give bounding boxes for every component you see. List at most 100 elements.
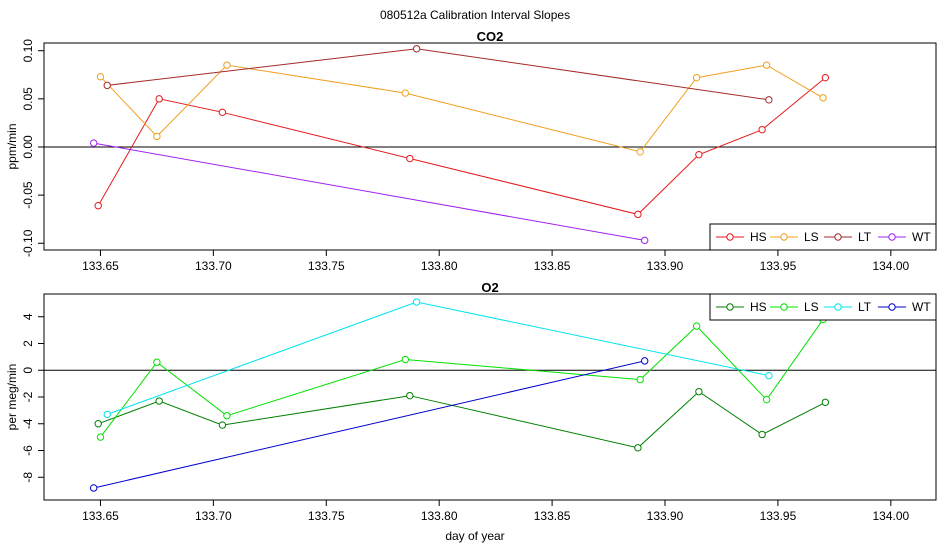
co2-y-tick-label: -0.10 xyxy=(21,229,35,257)
o2-point-lt xyxy=(765,371,773,380)
o2-point-hs xyxy=(155,397,163,405)
o2-y-axis-label: per meg/min xyxy=(5,364,19,431)
o2-panel: O2 per meg/min day of year 133.65 133.70 1… xyxy=(5,280,937,543)
co2-point-hs xyxy=(218,108,227,117)
o2-point-ls xyxy=(692,322,701,330)
co2-point-hs xyxy=(155,95,163,103)
co2-x-tick-label: 133.65 xyxy=(82,259,119,273)
co2-legend-marker-ls xyxy=(780,233,788,241)
co2-point-lt xyxy=(103,81,111,90)
co2-y-axis-label: ppm/min xyxy=(5,123,19,169)
co2-legend: HS LS LT WT xyxy=(709,223,937,251)
o2-legend-marker-lt xyxy=(834,303,842,311)
o2-x-tick-label: 133.75 xyxy=(308,509,345,523)
co2-panel: CO2 ppm/min 133.65 133.70 133.75 133.80 133.… xyxy=(5,29,937,273)
o2-series-line-hs xyxy=(98,390,826,449)
co2-point-ls xyxy=(153,132,161,141)
co2-legend-marker-hs xyxy=(726,233,734,241)
o2-x-axis: 133.65 133.70 133.75 133.80 133.85 133.90 133.… xyxy=(82,500,910,523)
o2-x-tick-label: 133.85 xyxy=(534,509,571,523)
co2-y-axis: -0.10 -0.05 0.00 0.05 0.10 xyxy=(21,39,44,257)
o2-point-wt xyxy=(640,357,649,365)
co2-x-tick-label: 133.80 xyxy=(421,259,458,273)
co2-series-line-ls xyxy=(100,64,824,153)
o2-y-tick-label: 4 xyxy=(21,313,35,320)
o2-x-tick-label: 133.70 xyxy=(195,509,232,523)
x-axis-title: day of year xyxy=(445,529,504,543)
co2-point-hs xyxy=(695,150,703,159)
co2-y-tick-label: -0.05 xyxy=(21,181,35,209)
o2-series-line-lt xyxy=(107,301,770,415)
o2-legend-label-wt: WT xyxy=(912,300,931,314)
o2-point-ls xyxy=(223,412,231,420)
co2-series-line-wt xyxy=(93,142,645,241)
o2-x-tick-label: 133.95 xyxy=(760,509,797,523)
co2-x-axis: 133.65 133.70 133.75 133.80 133.85 133.90 133.… xyxy=(82,250,910,273)
o2-point-lt xyxy=(103,410,111,419)
co2-x-tick-label: 133.70 xyxy=(195,259,232,273)
o2-point-hs xyxy=(218,421,227,429)
co2-point-ls xyxy=(401,89,410,97)
o2-point-hs xyxy=(758,430,766,439)
co2-x-tick-label: 133.85 xyxy=(534,259,571,273)
co2-panel-title: CO2 xyxy=(477,29,504,44)
o2-x-tick-label: 133.90 xyxy=(647,509,684,523)
o2-point-lt xyxy=(412,298,421,306)
o2-point-ls xyxy=(96,433,105,441)
o2-series-group xyxy=(89,298,830,492)
o2-point-hs xyxy=(406,391,414,400)
co2-legend-label-lt: LT xyxy=(858,230,872,244)
co2-series-group xyxy=(89,45,830,245)
co2-x-tick-label: 133.75 xyxy=(308,259,345,273)
o2-point-ls xyxy=(762,395,771,404)
o2-point-hs xyxy=(821,398,830,407)
o2-point-hs xyxy=(634,444,642,452)
o2-legend-label-hs: HS xyxy=(750,300,767,314)
o2-legend-marker-wt xyxy=(888,303,896,311)
co2-point-ls xyxy=(223,61,231,69)
co2-y-tick-label: 0.05 xyxy=(21,87,35,111)
o2-legend-label-ls: LS xyxy=(804,300,819,314)
co2-point-ls xyxy=(762,61,771,69)
co2-point-ls xyxy=(819,94,827,102)
o2-y-tick-label: 0 xyxy=(21,367,35,374)
o2-point-wt xyxy=(89,484,98,492)
co2-x-tick-label: 134.00 xyxy=(872,259,909,273)
o2-x-tick-label: 133.65 xyxy=(82,509,119,523)
co2-point-hs xyxy=(94,202,102,210)
o2-y-tick-label: -4 xyxy=(21,418,35,429)
o2-legend: HS LS LT WT xyxy=(709,293,937,321)
co2-series-line-lt xyxy=(107,48,769,101)
o2-y-axis: -8 -6 -4 -2 0 2 4 xyxy=(21,313,44,483)
co2-point-ls xyxy=(692,73,701,82)
co2-point-lt xyxy=(412,45,421,53)
co2-series-line-hs xyxy=(97,77,826,215)
o2-y-tick-label: 2 xyxy=(21,340,35,347)
co2-legend-label-hs: HS xyxy=(750,230,767,244)
co2-x-tick-label: 133.90 xyxy=(647,259,684,273)
o2-legend-marker-hs xyxy=(726,303,734,311)
o2-series-line-ls xyxy=(100,319,824,438)
o2-legend-label-lt: LT xyxy=(858,300,872,314)
co2-x-tick-label: 133.95 xyxy=(760,259,797,273)
o2-y-tick-label: -2 xyxy=(21,391,35,402)
o2-y-tick-label: -6 xyxy=(21,445,35,456)
figure-title: 080512a Calibration Interval Slopes xyxy=(380,8,570,22)
co2-legend-label-wt: WT xyxy=(912,230,931,244)
o2-point-ls xyxy=(636,375,644,384)
co2-point-hs xyxy=(406,154,414,163)
co2-point-hs xyxy=(634,210,642,219)
o2-x-tick-label: 134.00 xyxy=(872,509,909,523)
o2-point-ls xyxy=(401,355,410,364)
co2-y-tick-label: 0.00 xyxy=(21,135,35,159)
o2-x-tick-label: 133.80 xyxy=(421,509,458,523)
co2-point-wt xyxy=(640,236,649,245)
co2-legend-label-ls: LS xyxy=(804,230,819,244)
co2-legend-marker-wt xyxy=(888,233,896,241)
o2-point-hs xyxy=(695,387,703,396)
co2-legend-marker-lt xyxy=(834,233,842,241)
o2-y-tick-label: -8 xyxy=(21,472,35,483)
co2-point-wt xyxy=(89,139,98,147)
o2-point-ls xyxy=(153,358,161,366)
co2-y-tick-label: 0.10 xyxy=(21,39,35,63)
